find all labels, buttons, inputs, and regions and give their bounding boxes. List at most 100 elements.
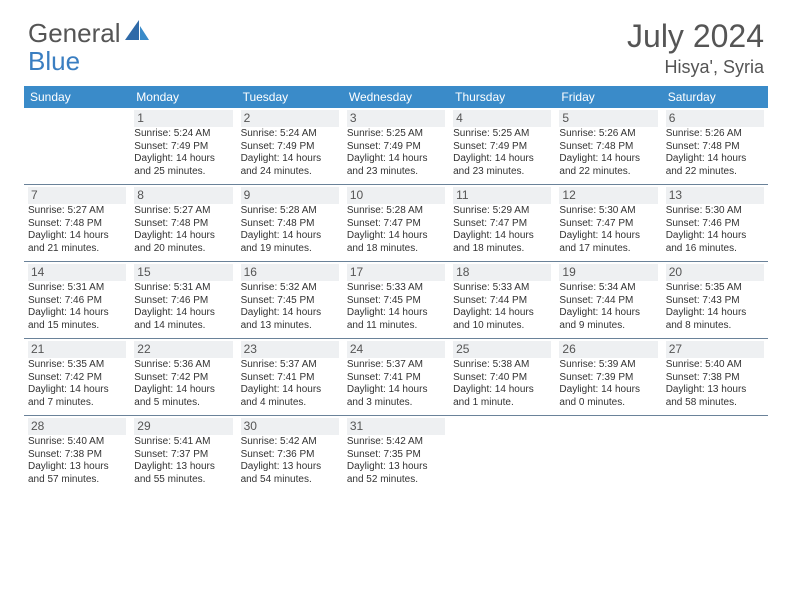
daylight-text: Daylight: 14 hours and 13 minutes.	[241, 307, 339, 332]
sunset-text: Sunset: 7:38 PM	[28, 449, 126, 462]
calendar-day-cell: 12Sunrise: 5:30 AMSunset: 7:47 PMDayligh…	[555, 185, 661, 262]
day-number: 3	[347, 110, 445, 127]
calendar-day-cell: 2Sunrise: 5:24 AMSunset: 7:49 PMDaylight…	[237, 108, 343, 185]
calendar-day-cell: 19Sunrise: 5:34 AMSunset: 7:44 PMDayligh…	[555, 262, 661, 339]
daylight-text: Daylight: 13 hours and 52 minutes.	[347, 461, 445, 486]
day-number: 25	[453, 341, 551, 358]
day-number: 4	[453, 110, 551, 127]
sunset-text: Sunset: 7:44 PM	[453, 295, 551, 308]
weekday-header: Thursday	[449, 86, 555, 108]
daylight-text: Daylight: 14 hours and 25 minutes.	[134, 153, 232, 178]
sunrise-text: Sunrise: 5:37 AM	[241, 359, 339, 372]
sunset-text: Sunset: 7:46 PM	[666, 218, 764, 231]
sunset-text: Sunset: 7:46 PM	[28, 295, 126, 308]
day-number: 13	[666, 187, 764, 204]
daylight-text: Daylight: 14 hours and 7 minutes.	[28, 384, 126, 409]
sunset-text: Sunset: 7:48 PM	[666, 141, 764, 154]
sunrise-text: Sunrise: 5:25 AM	[453, 128, 551, 141]
sunset-text: Sunset: 7:48 PM	[134, 218, 232, 231]
sunrise-text: Sunrise: 5:31 AM	[28, 282, 126, 295]
weekday-header: Sunday	[24, 86, 130, 108]
calendar-week-row: 14Sunrise: 5:31 AMSunset: 7:46 PM Dayligh…	[24, 262, 768, 339]
sunrise-text: Sunrise: 5:30 AM	[666, 205, 764, 218]
daylight-text: Daylight: 14 hours and 4 minutes.	[241, 384, 339, 409]
calendar-table: SundayMondayTuesdayWednesdayThursdayFrid…	[24, 86, 768, 492]
daylight-text: Daylight: 14 hours and 14 minutes.	[134, 307, 232, 332]
day-number: 31	[347, 418, 445, 435]
calendar-day-cell: 18Sunrise: 5:33 AMSunset: 7:44 PMDayligh…	[449, 262, 555, 339]
logo-text-general: General	[28, 18, 121, 49]
sunrise-text: Sunrise: 5:30 AM	[559, 205, 657, 218]
daylight-text: Daylight: 14 hours and 1 minute.	[453, 384, 551, 409]
calendar-day-cell: 31Sunrise: 5:42 AMSunset: 7:35 PMDayligh…	[343, 416, 449, 493]
weekday-header: Tuesday	[237, 86, 343, 108]
calendar-day-cell: 20Sunrise: 5:35 AMSunset: 7:43 PMDayligh…	[662, 262, 768, 339]
sunrise-text: Sunrise: 5:29 AM	[453, 205, 551, 218]
calendar-day-cell: 5Sunrise: 5:26 AMSunset: 7:48 PMDaylight…	[555, 108, 661, 185]
sunrise-text: Sunrise: 5:38 AM	[453, 359, 551, 372]
sunset-text: Sunset: 7:40 PM	[453, 372, 551, 385]
sunrise-text: Sunrise: 5:25 AM	[347, 128, 445, 141]
sunset-text: Sunset: 7:44 PM	[559, 295, 657, 308]
day-number: 16	[241, 264, 339, 281]
calendar-day-cell: 8Sunrise: 5:27 AMSunset: 7:48 PMDaylight…	[130, 185, 236, 262]
sunset-text: Sunset: 7:47 PM	[559, 218, 657, 231]
day-number: 11	[453, 187, 551, 204]
sunset-text: Sunset: 7:36 PM	[241, 449, 339, 462]
daylight-text: Daylight: 14 hours and 17 minutes.	[559, 230, 657, 255]
daylight-text: Daylight: 14 hours and 8 minutes.	[666, 307, 764, 332]
sunrise-text: Sunrise: 5:37 AM	[347, 359, 445, 372]
calendar-week-row: 1Sunrise: 5:24 AMSunset: 7:49 PMDaylight…	[24, 108, 768, 185]
calendar-week-row: 21Sunrise: 5:35 AMSunset: 7:42 PMDayligh…	[24, 339, 768, 416]
sunrise-text: Sunrise: 5:40 AM	[28, 436, 126, 449]
day-number: 17	[347, 264, 445, 281]
sunrise-text: Sunrise: 5:34 AM	[559, 282, 657, 295]
day-number: 7	[28, 187, 126, 204]
logo-blue-row: Blue	[28, 46, 80, 77]
sunset-text: Sunset: 7:35 PM	[347, 449, 445, 462]
calendar-day-cell: 7Sunrise: 5:27 AMSunset: 7:48 PMDaylight…	[24, 185, 130, 262]
daylight-text: Daylight: 13 hours and 58 minutes.	[666, 384, 764, 409]
sunset-text: Sunset: 7:42 PM	[134, 372, 232, 385]
calendar-day-cell: 25Sunrise: 5:38 AMSunset: 7:40 PMDayligh…	[449, 339, 555, 416]
daylight-text: Daylight: 14 hours and 24 minutes.	[241, 153, 339, 178]
calendar-day-cell: 3Sunrise: 5:25 AMSunset: 7:49 PMDaylight…	[343, 108, 449, 185]
day-number: 12	[559, 187, 657, 204]
sunset-text: Sunset: 7:49 PM	[347, 141, 445, 154]
daylight-text: Daylight: 14 hours and 5 minutes.	[134, 384, 232, 409]
sunrise-text: Sunrise: 5:24 AM	[134, 128, 232, 141]
daylight-text: Daylight: 13 hours and 54 minutes.	[241, 461, 339, 486]
day-number: 23	[241, 341, 339, 358]
sunrise-text: Sunrise: 5:35 AM	[28, 359, 126, 372]
sunset-text: Sunset: 7:39 PM	[559, 372, 657, 385]
daylight-text: Daylight: 14 hours and 22 minutes.	[666, 153, 764, 178]
day-number: 5	[559, 110, 657, 127]
calendar-day-cell: 11Sunrise: 5:29 AMSunset: 7:47 PMDayligh…	[449, 185, 555, 262]
day-number: 20	[666, 264, 764, 281]
logo-text-blue: Blue	[28, 46, 80, 76]
header: General July 2024 Hisya', Syria	[0, 0, 792, 82]
weekday-header: Wednesday	[343, 86, 449, 108]
day-number: 14	[28, 264, 126, 281]
daylight-text: Daylight: 14 hours and 19 minutes.	[241, 230, 339, 255]
sunset-text: Sunset: 7:47 PM	[347, 218, 445, 231]
sunset-text: Sunset: 7:48 PM	[28, 218, 126, 231]
daylight-text: Daylight: 14 hours and 20 minutes.	[134, 230, 232, 255]
calendar-day-cell: 16Sunrise: 5:32 AMSunset: 7:45 PMDayligh…	[237, 262, 343, 339]
daylight-text: Daylight: 14 hours and 18 minutes.	[453, 230, 551, 255]
calendar-day-cell: 22Sunrise: 5:36 AMSunset: 7:42 PMDayligh…	[130, 339, 236, 416]
day-number: 9	[241, 187, 339, 204]
sunrise-text: Sunrise: 5:39 AM	[559, 359, 657, 372]
sunset-text: Sunset: 7:43 PM	[666, 295, 764, 308]
sunset-text: Sunset: 7:47 PM	[453, 218, 551, 231]
daylight-text: Daylight: 14 hours and 3 minutes.	[347, 384, 445, 409]
calendar-day-cell: 23Sunrise: 5:37 AMSunset: 7:41 PMDayligh…	[237, 339, 343, 416]
calendar-day-cell: 24Sunrise: 5:37 AMSunset: 7:41 PMDayligh…	[343, 339, 449, 416]
daylight-text: Daylight: 14 hours and 18 minutes.	[347, 230, 445, 255]
calendar-day-cell: 4Sunrise: 5:25 AMSunset: 7:49 PMDaylight…	[449, 108, 555, 185]
day-number: 19	[559, 264, 657, 281]
day-number: 22	[134, 341, 232, 358]
day-number: 21	[28, 341, 126, 358]
day-number: 18	[453, 264, 551, 281]
sunrise-text: Sunrise: 5:28 AM	[241, 205, 339, 218]
